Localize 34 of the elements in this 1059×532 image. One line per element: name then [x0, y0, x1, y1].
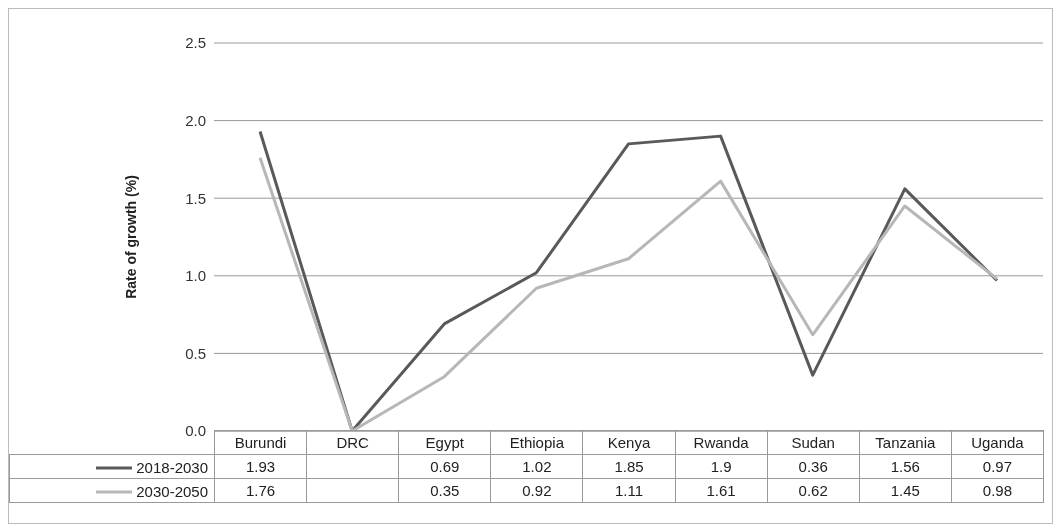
data-label: 0.36	[767, 454, 860, 479]
x-tick-label: Ethiopia	[490, 430, 583, 455]
y-tick-label: 1.0	[185, 267, 206, 285]
data-label: 0.97	[951, 454, 1044, 479]
data-label: 1.45	[859, 478, 952, 503]
y-axis-title: Rate of growth (%)	[123, 175, 140, 299]
x-tick-label: Tanzania	[859, 430, 952, 455]
legend-label: 2018-2030	[136, 459, 208, 477]
data-label: 1.85	[582, 454, 676, 479]
data-label: 0.98	[951, 478, 1044, 503]
data-label: 0.92	[490, 478, 583, 503]
data-label: 1.61	[675, 478, 768, 503]
y-tick-label: 1.5	[185, 189, 206, 207]
y-tick-label: 2.0	[185, 111, 206, 129]
data-label: 1.11	[582, 478, 676, 503]
y-tick-label: 0.5	[185, 344, 206, 362]
data-label: 1.02	[490, 454, 583, 479]
x-tick-label: Sudan	[767, 430, 860, 455]
data-label: 1.9	[675, 454, 768, 479]
x-tick-label: Burundi	[214, 430, 307, 455]
data-label: 0.62	[767, 478, 860, 503]
y-tick-label: 2.5	[185, 34, 206, 52]
x-tick-label: Rwanda	[675, 430, 768, 455]
data-label: 0.69	[398, 454, 491, 479]
legend-label: 2030-2050	[136, 483, 208, 501]
data-label: 1.93	[214, 454, 307, 479]
data-label: 1.56	[859, 454, 952, 479]
x-tick-label: Uganda	[951, 430, 1044, 455]
x-tick-label: Kenya	[582, 430, 676, 455]
y-tick-label: 0.0	[185, 422, 206, 440]
x-tick-label: DRC	[306, 430, 399, 455]
data-label: 1.76	[214, 478, 307, 503]
data-label: 0.35	[398, 478, 491, 503]
x-tick-label: Egypt	[398, 430, 491, 455]
